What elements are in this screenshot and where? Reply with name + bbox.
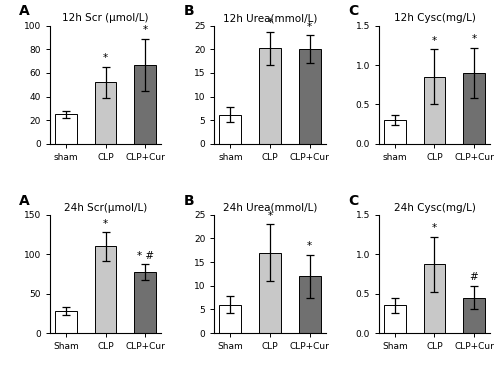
Text: *: * <box>307 242 312 251</box>
Bar <box>94 82 116 144</box>
Text: * #: * # <box>136 251 154 261</box>
Bar <box>55 311 77 333</box>
Bar <box>424 265 446 333</box>
Title: 12h Cysc(mg/L): 12h Cysc(mg/L) <box>394 14 475 23</box>
Text: *: * <box>268 18 272 28</box>
Text: *: * <box>432 36 437 46</box>
Title: 24h Scr(μmol/L): 24h Scr(μmol/L) <box>64 203 147 213</box>
Bar <box>94 246 116 333</box>
Bar <box>424 77 446 144</box>
Text: *: * <box>268 211 272 221</box>
Text: A: A <box>19 4 30 18</box>
Bar <box>384 306 406 333</box>
Bar <box>134 272 156 333</box>
Text: #: # <box>470 272 478 282</box>
Title: 12h Scr (μmol/L): 12h Scr (μmol/L) <box>62 14 149 23</box>
Title: 24h Cysc(mg/L): 24h Cysc(mg/L) <box>394 203 475 213</box>
Text: *: * <box>142 25 148 35</box>
Text: B: B <box>184 194 194 208</box>
Bar <box>463 73 485 144</box>
Bar <box>298 49 320 144</box>
Bar <box>259 48 281 144</box>
Text: *: * <box>432 223 437 234</box>
Text: C: C <box>348 194 358 208</box>
Bar <box>220 115 242 144</box>
Text: *: * <box>472 34 476 44</box>
Bar <box>384 120 406 144</box>
Title: 24h Urea(mmol/L): 24h Urea(mmol/L) <box>223 203 317 213</box>
Text: B: B <box>184 4 194 18</box>
Bar <box>298 276 320 333</box>
Bar <box>220 305 242 333</box>
Text: *: * <box>103 53 108 63</box>
Text: *: * <box>103 219 108 229</box>
Bar <box>259 253 281 333</box>
Bar <box>55 114 77 144</box>
Bar <box>134 65 156 144</box>
Bar <box>463 298 485 333</box>
Text: C: C <box>348 4 358 18</box>
Title: 12h Urea(mmol/L): 12h Urea(mmol/L) <box>223 14 317 23</box>
Text: A: A <box>19 194 30 208</box>
Text: *: * <box>307 22 312 31</box>
